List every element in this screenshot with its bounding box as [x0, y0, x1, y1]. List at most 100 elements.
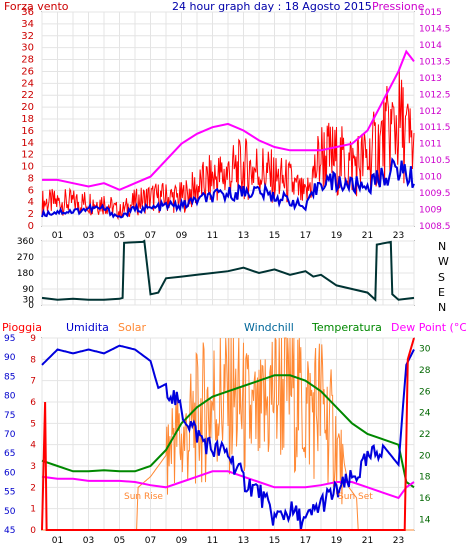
tick-label-pressure: 1013.5	[419, 57, 451, 67]
tick-label-hour: 13	[238, 231, 249, 241]
panel1-series	[41, 49, 415, 221]
compass-n-top: N	[438, 240, 446, 253]
tick-label-wind: 12	[21, 150, 34, 161]
sun-rise-annotation: Sun Rise	[124, 492, 163, 502]
panel2-series	[41, 239, 415, 302]
tick-label-rain: 6	[30, 398, 36, 408]
tick-label-rain: 8	[30, 355, 36, 365]
tick-label-direction: 30	[23, 296, 35, 306]
panel1-right-label: Pressione	[372, 0, 425, 13]
legend-solar: Solar	[118, 321, 147, 334]
tick-label-hour: 17	[300, 231, 311, 241]
panel1-ticks: 0246810121416182022242628303234361008.51…	[21, 7, 450, 241]
tick-label-humidity: 85	[4, 372, 15, 382]
compass-n-bottom: N	[438, 301, 446, 314]
tick-label-wind: 2	[28, 209, 34, 220]
tick-label-direction: 270	[17, 253, 34, 263]
compass-s: S	[438, 271, 445, 284]
tick-label-rain: 4	[30, 441, 36, 451]
series-wind-average	[41, 157, 415, 219]
tick-label-humidity: 95	[4, 334, 15, 344]
tick-label-hour: 19	[331, 231, 343, 241]
tick-label-wind: 34	[21, 19, 34, 30]
tick-label-wind: 28	[21, 55, 34, 66]
tick-label-pressure: 1010.5	[419, 156, 451, 166]
series-temperatura	[41, 374, 415, 489]
tick-label-pressure: 1012	[419, 107, 442, 117]
tick-label-wind: 36	[21, 7, 34, 18]
tick-label-hour: 23	[393, 231, 404, 241]
tick-label-wind: 4	[28, 197, 34, 208]
tick-label-temperature: 16	[419, 494, 431, 504]
tick-label-pressure: 1012.5	[419, 90, 451, 100]
tick-label-hour: 11	[207, 536, 218, 546]
tick-label-temperature: 24	[419, 409, 431, 419]
compass-e: E	[438, 286, 445, 299]
tick-label-hour: 03	[83, 536, 94, 546]
tick-label-wind: 8	[28, 173, 34, 184]
tick-label-wind: 32	[21, 31, 34, 42]
tick-label-wind: 6	[28, 185, 34, 196]
tick-label-pressure: 1011	[419, 140, 442, 150]
tick-label-pressure: 1008.5	[419, 222, 451, 232]
tick-label-wind: 10	[21, 162, 34, 173]
tick-label-hour: 01	[52, 536, 63, 546]
panel1-left-label: Forza vento	[4, 0, 69, 13]
sun-set-annotation: Sun Set	[338, 492, 373, 502]
tick-label-wind: 26	[21, 66, 34, 77]
tick-label-hour: 21	[362, 536, 373, 546]
tick-label-wind: 30	[21, 43, 34, 54]
tick-label-hour: 05	[114, 536, 125, 546]
tick-label-temperature: 20	[419, 451, 431, 461]
tick-label-rain: 3	[30, 462, 36, 472]
tick-label-hour: 03	[83, 231, 94, 241]
tick-label-temperature: 28	[419, 366, 431, 376]
legend-pioggia: Pioggia	[2, 321, 42, 334]
tick-label-temperature: 22	[419, 430, 430, 440]
tick-label-wind: 14	[21, 138, 34, 149]
tick-label-hour: 15	[269, 231, 280, 241]
series-dew-point	[41, 470, 415, 500]
tick-label-rain: 0	[30, 526, 36, 536]
series-umidita	[41, 344, 415, 531]
tick-label-hour: 09	[176, 536, 188, 546]
panel3-series	[41, 337, 415, 531]
tick-label-humidity: 50	[4, 507, 16, 517]
tick-label-rain: 5	[30, 419, 36, 429]
tick-label-rain: 1	[30, 505, 36, 515]
tick-label-humidity: 60	[4, 468, 16, 478]
tick-label-pressure: 1009.5	[419, 189, 451, 199]
tick-label-hour: 23	[393, 536, 404, 546]
tick-label-humidity: 80	[4, 392, 16, 402]
tick-label-temperature: 14	[419, 515, 431, 525]
tick-label-wind: 20	[21, 102, 34, 113]
series-pressure	[42, 49, 415, 191]
tick-label-hour: 07	[145, 231, 156, 241]
tick-label-temperature: 30	[419, 345, 431, 355]
tick-label-direction: 0	[28, 301, 34, 311]
panel1-title: 24 hour graph day : 18 Agosto 2015	[172, 0, 372, 13]
tick-label-temperature: 26	[419, 387, 431, 397]
tick-label-direction: 180	[17, 269, 34, 279]
legend-temperatura: Temperatura	[311, 321, 382, 334]
tick-label-hour: 19	[331, 536, 343, 546]
tick-label-humidity: 90	[4, 353, 16, 363]
legend-windchill: Windchill	[244, 321, 294, 334]
tick-label-wind: 24	[21, 78, 34, 89]
tick-label-humidity: 70	[4, 430, 16, 440]
legend-dewpoint: Dew Point (°C)	[391, 321, 466, 334]
tick-label-pressure: 1014	[419, 41, 442, 51]
tick-label-hour: 21	[362, 231, 373, 241]
tick-label-hour: 17	[300, 536, 311, 546]
tick-label-direction: 90	[23, 285, 35, 295]
tick-label-temperature: 18	[419, 473, 431, 483]
tick-label-direction: 360	[17, 237, 34, 247]
tick-label-wind: 22	[21, 90, 34, 101]
tick-label-pressure: 1009	[419, 206, 442, 216]
tick-label-pressure: 1010	[419, 173, 442, 183]
tick-label-hour: 11	[207, 231, 218, 241]
tick-label-wind: 16	[21, 126, 34, 137]
tick-label-hour: 13	[238, 536, 249, 546]
tick-label-rain: 7	[30, 377, 36, 387]
